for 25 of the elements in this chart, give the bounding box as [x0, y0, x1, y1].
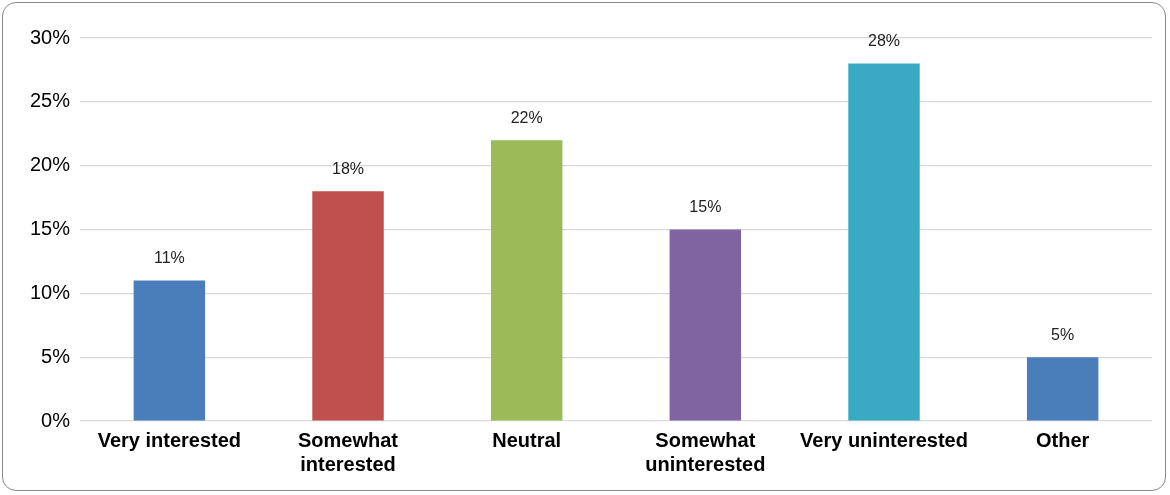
data-label: 22% — [510, 108, 543, 126]
y-tick-label: 15% — [30, 217, 71, 240]
x-tick-label: Somewhat uninterested — [645, 428, 766, 475]
y-tick-label: 25% — [30, 89, 71, 112]
data-label: 15% — [689, 197, 722, 215]
bar — [669, 229, 742, 421]
data-label: 5% — [1051, 325, 1075, 343]
x-tick-label: Neutral — [492, 428, 562, 451]
bar — [1026, 357, 1099, 421]
x-tick-label: Very interested — [97, 428, 242, 451]
data-label: 28% — [867, 31, 901, 49]
bar — [312, 191, 384, 421]
y-tick-label: 30% — [30, 25, 71, 48]
y-tick-label: 0% — [41, 408, 71, 431]
x-tick-label: Other — [1036, 428, 1090, 451]
data-label: 11% — [153, 248, 185, 266]
bar — [848, 63, 920, 421]
bar — [490, 140, 563, 421]
data-label: 18% — [332, 159, 365, 177]
y-tick-label: 20% — [30, 153, 71, 176]
y-tick-label: 10% — [30, 280, 71, 303]
x-tick-label: Somewhat interested — [298, 428, 399, 475]
x-tick-label: Very uninterested — [800, 428, 968, 451]
bar — [133, 280, 206, 421]
y-tick-label: 5% — [41, 344, 71, 367]
